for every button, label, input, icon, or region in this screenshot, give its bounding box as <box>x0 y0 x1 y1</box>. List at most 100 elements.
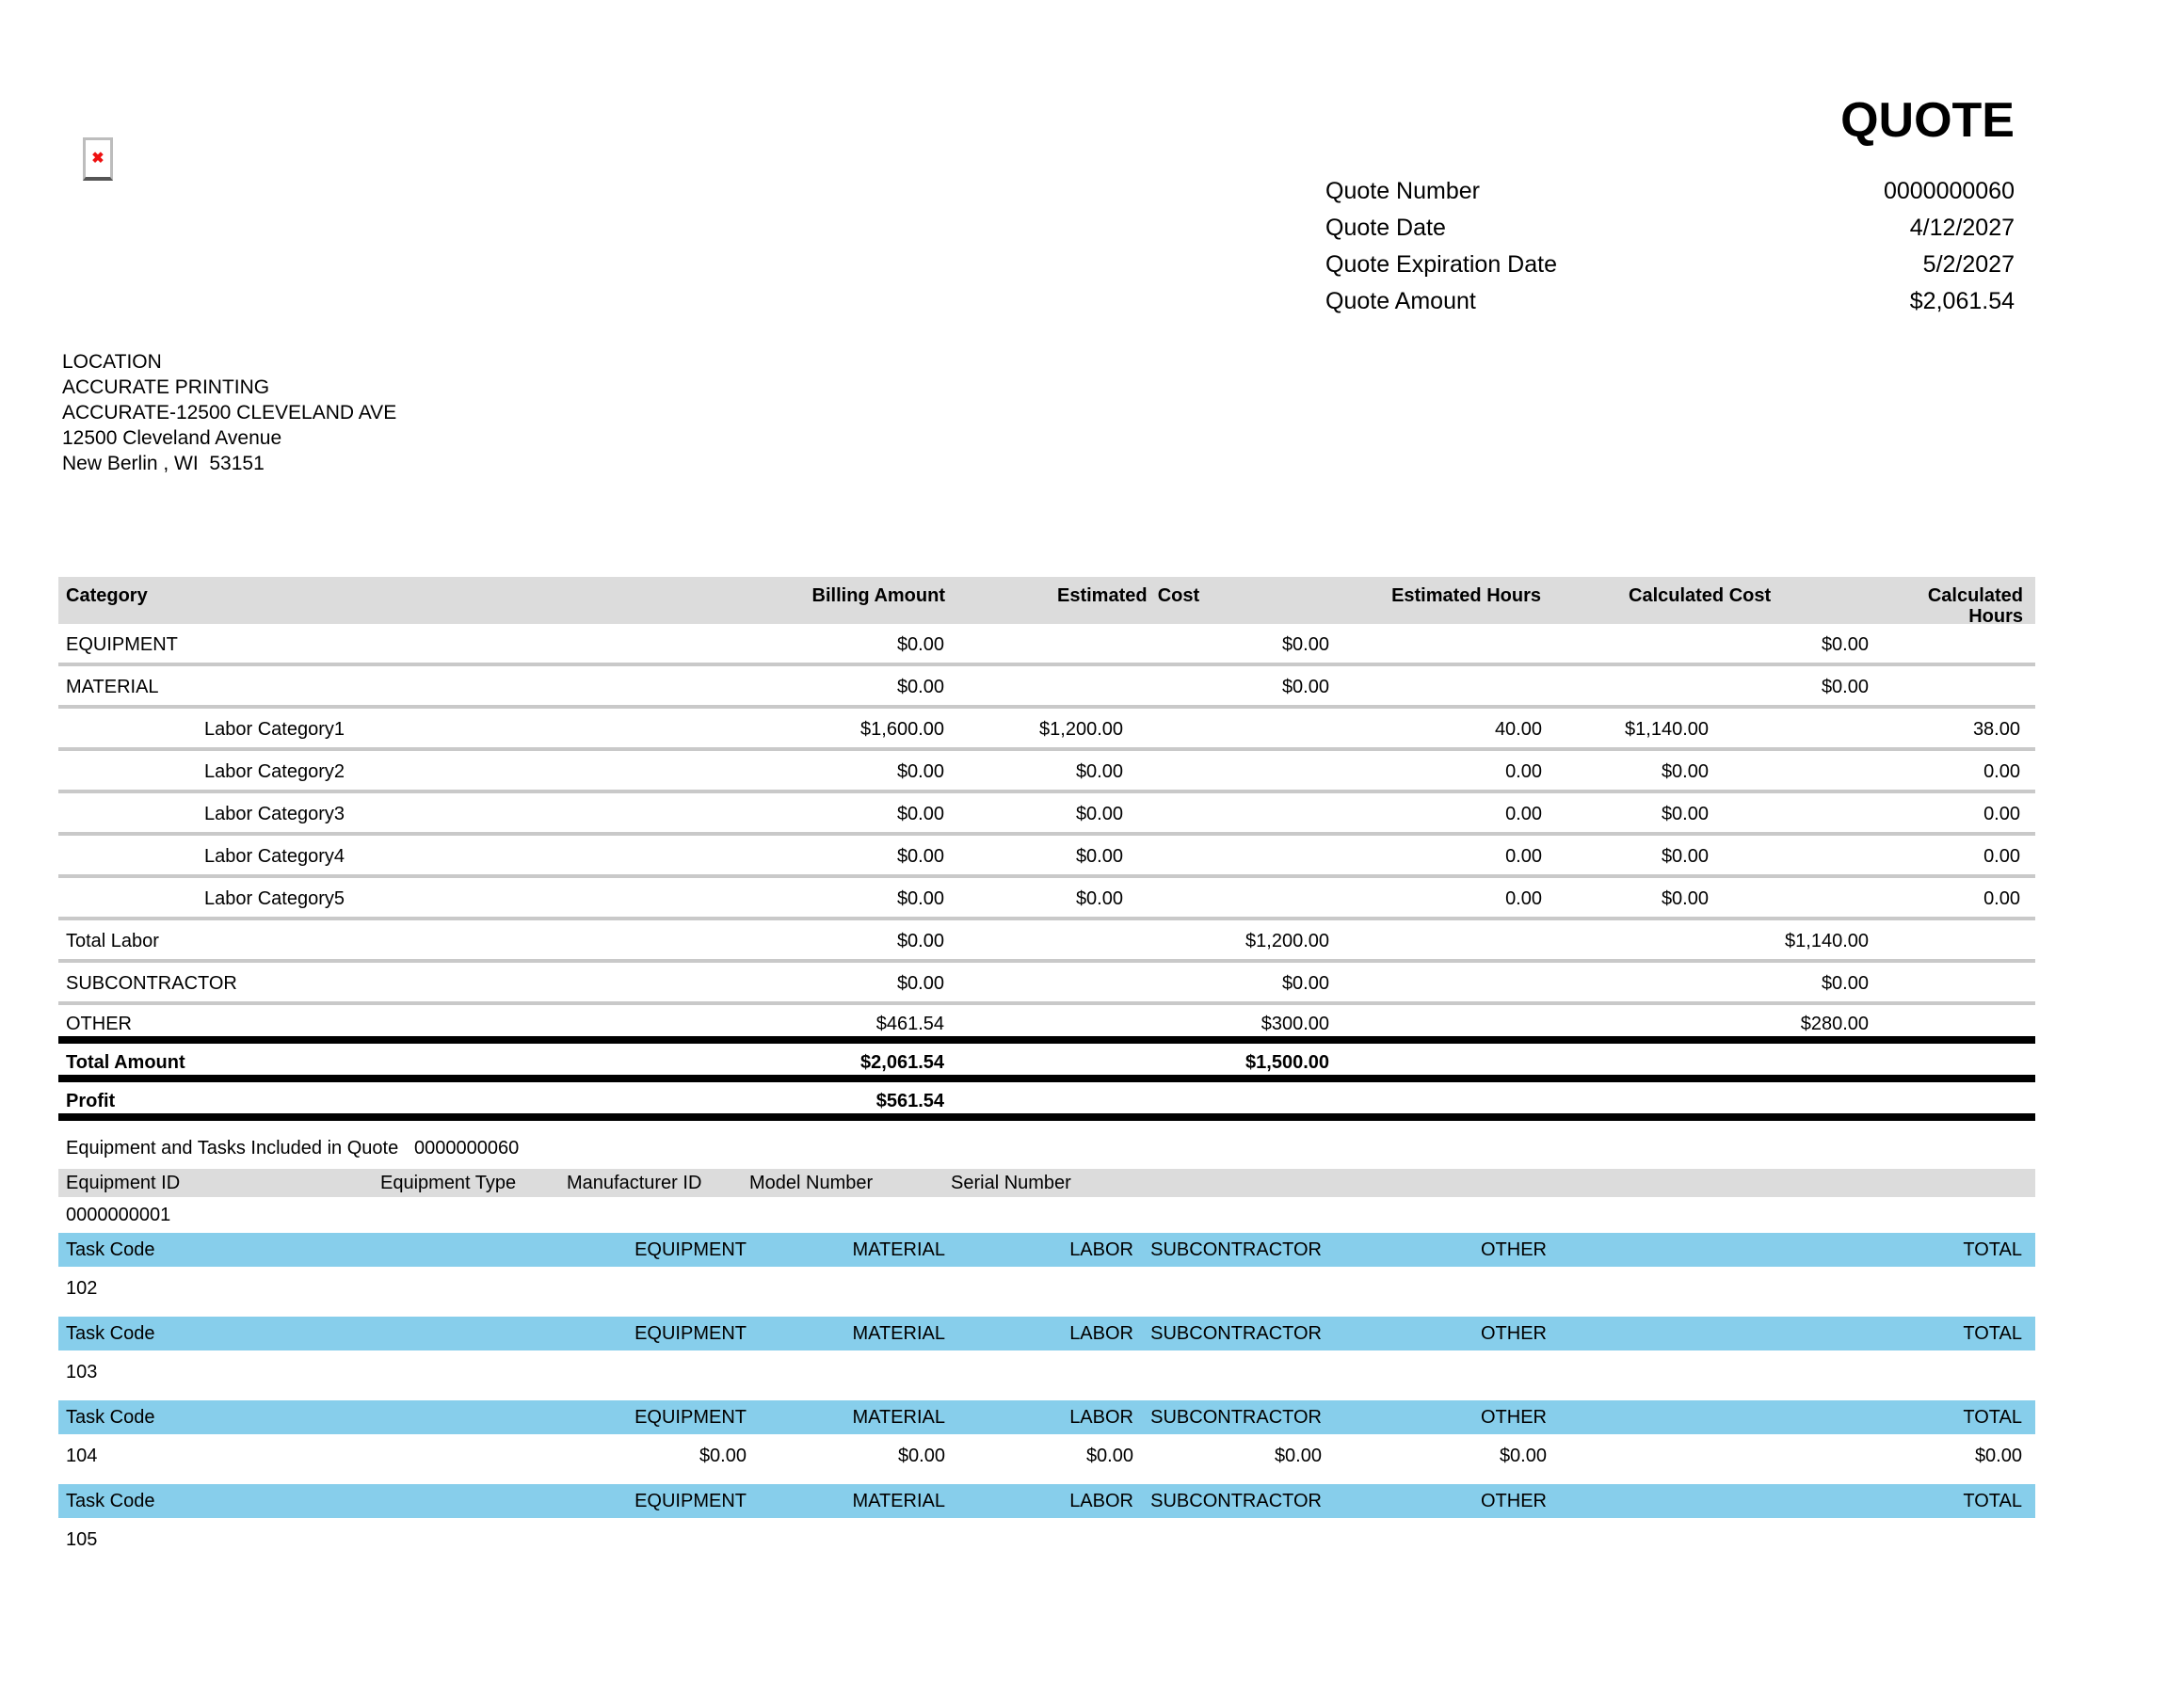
billing-amount-value: $0.00 <box>896 973 944 994</box>
task-column-subcontractor: SUBCONTRACTOR <box>1150 1239 1322 1260</box>
task-code-row: 103 <box>58 1350 2035 1400</box>
quote-expiration-row: Quote Expiration Date 5/2/2027 <box>1325 247 2015 283</box>
summary-row-labor-category-3: Labor Category3 $0.00 $0.00 0.00 $0.00 0… <box>58 793 2035 836</box>
calculated-cost-value: $0.00 <box>1821 677 1869 697</box>
task-column-subcontractor: SUBCONTRACTOR <box>1150 1323 1322 1344</box>
task-code-header-bar: Task Code EQUIPMENT MATERIAL LABOR SUBCO… <box>58 1484 2035 1518</box>
task-column-other: OTHER <box>1481 1407 1547 1428</box>
task-column-material: MATERIAL <box>852 1407 945 1428</box>
estimated-cost-value: $1,200.00 <box>1039 719 1123 740</box>
task-column-material: MATERIAL <box>852 1323 945 1344</box>
summary-row-labor-category-2: Labor Category2 $0.00 $0.00 0.00 $0.00 0… <box>58 751 2035 793</box>
summary-row-labor-category-4: Labor Category4 $0.00 $0.00 0.00 $0.00 0… <box>58 836 2035 878</box>
task-code-header-label: Task Code <box>66 1407 155 1428</box>
estimated-cost-value: $0.00 <box>1281 634 1329 655</box>
task-column-total: TOTAL <box>1963 1491 2022 1511</box>
billing-amount-value: $0.00 <box>896 804 944 824</box>
estimated-cost-value: $0.00 <box>1075 804 1123 824</box>
task-code-row: 102 <box>58 1267 2035 1317</box>
task-column-total: TOTAL <box>1963 1323 2022 1344</box>
equipment-table-header: Equipment ID Equipment Type Manufacturer… <box>58 1169 2035 1197</box>
task-subcontractor-amount: $0.00 <box>1274 1446 1322 1466</box>
location-heading: LOCATION <box>62 351 162 373</box>
category-label: EQUIPMENT <box>66 634 178 655</box>
estimated-cost-value: $1,500.00 <box>1245 1052 1329 1073</box>
category-label: Labor Category1 <box>204 719 345 740</box>
estimated-hours-value: 0.00 <box>1505 846 1542 867</box>
calculated-cost-value: $0.00 <box>1661 761 1709 782</box>
task-column-equipment: EQUIPMENT <box>634 1323 747 1344</box>
task-code-header-label: Task Code <box>66 1323 155 1344</box>
page-title: QUOTE <box>1840 93 2015 148</box>
column-header-calculated-cost: Calculated Cost <box>1629 585 1772 606</box>
column-header-model-number: Model Number <box>749 1173 874 1193</box>
task-code-value: 102 <box>66 1278 98 1299</box>
category-label: Labor Category2 <box>204 761 345 782</box>
task-column-equipment: EQUIPMENT <box>634 1491 747 1511</box>
task-total-amount: $0.00 <box>1974 1446 2022 1466</box>
task-code-header-label: Task Code <box>66 1239 155 1260</box>
task-column-other: OTHER <box>1481 1323 1547 1344</box>
estimated-cost-value: $0.00 <box>1281 973 1329 994</box>
task-code-value: 103 <box>66 1362 98 1382</box>
location-site: ACCURATE-12500 CLEVELAND AVE <box>62 402 397 424</box>
task-code-row: 105 <box>58 1518 2035 1568</box>
summary-row-labor-category-5: Labor Category5 $0.00 $0.00 0.00 $0.00 0… <box>58 878 2035 920</box>
section-title-text: Equipment and Tasks Included in Quote <box>66 1138 399 1159</box>
category-label: SUBCONTRACTOR <box>66 973 237 994</box>
task-column-subcontractor: SUBCONTRACTOR <box>1150 1407 1322 1428</box>
task-code-value: 104 <box>66 1446 98 1466</box>
calculated-cost-value: $0.00 <box>1661 804 1709 824</box>
calculated-hours-line1: Calculated <box>1927 585 2023 606</box>
report-body: Category Billing Amount Estimated Cost E… <box>58 577 2035 1568</box>
column-header-equipment-type: Equipment Type <box>380 1173 517 1193</box>
broken-image-icon: ✖ <box>83 137 113 181</box>
quote-date-label: Quote Date <box>1325 215 1446 241</box>
task-code-header-label: Task Code <box>66 1491 155 1511</box>
category-label: MATERIAL <box>66 677 159 697</box>
estimated-cost-value: $0.00 <box>1075 846 1123 867</box>
column-header-manufacturer-id: Manufacturer ID <box>567 1173 702 1193</box>
task-section-104: Task Code EQUIPMENT MATERIAL LABOR SUBCO… <box>58 1400 2035 1484</box>
category-label: Total Amount <box>66 1052 185 1073</box>
location-block: LOCATION ACCURATE PRINTING ACCURATE-1250… <box>62 349 396 476</box>
billing-amount-value: $461.54 <box>875 1014 944 1034</box>
category-label: Labor Category5 <box>204 888 345 909</box>
task-column-labor: LABOR <box>1069 1407 1133 1428</box>
summary-row-total-amount: Total Amount $2,061.54 $1,500.00 <box>58 1044 2035 1082</box>
task-equipment-amount: $0.00 <box>699 1446 747 1466</box>
location-city-state-zip: New Berlin , WI 53151 <box>62 453 265 474</box>
category-label: Labor Category3 <box>204 804 345 824</box>
billing-amount-value: $0.00 <box>896 846 944 867</box>
estimated-cost-value: $300.00 <box>1261 1014 1329 1034</box>
billing-amount-value: $0.00 <box>896 634 944 655</box>
quote-amount-row: Quote Amount $2,061.54 <box>1325 283 2015 320</box>
billing-amount-value: $2,061.54 <box>860 1052 944 1073</box>
task-code-header-bar: Task Code EQUIPMENT MATERIAL LABOR SUBCO… <box>58 1317 2035 1350</box>
task-column-subcontractor: SUBCONTRACTOR <box>1150 1491 1322 1511</box>
estimated-hours-value: 0.00 <box>1505 761 1542 782</box>
quote-date-row: Quote Date 4/12/2027 <box>1325 210 2015 247</box>
category-label: Profit <box>66 1091 116 1111</box>
summary-row-labor-category-1: Labor Category1 $1,600.00 $1,200.00 40.0… <box>58 709 2035 751</box>
task-column-total: TOTAL <box>1963 1407 2022 1428</box>
calculated-cost-value: $1,140.00 <box>1785 931 1869 951</box>
estimated-cost-value: $0.00 <box>1281 677 1329 697</box>
equipment-row: 0000000001 <box>58 1197 2035 1233</box>
location-company: ACCURATE PRINTING <box>62 376 270 398</box>
quote-date-value: 4/12/2027 <box>1909 215 2015 241</box>
estimated-hours-value: 0.00 <box>1505 888 1542 909</box>
task-code-header-bar: Task Code EQUIPMENT MATERIAL LABOR SUBCO… <box>58 1400 2035 1434</box>
quote-header: QUOTE Quote Number 0000000060 Quote Date… <box>1325 94 2015 320</box>
task-column-labor: LABOR <box>1069 1491 1133 1511</box>
calculated-hours-value: 0.00 <box>1983 846 2020 867</box>
task-column-material: MATERIAL <box>852 1239 945 1260</box>
calculated-hours-value: 0.00 <box>1983 888 2020 909</box>
summary-row-material: MATERIAL $0.00 $0.00 $0.00 <box>58 666 2035 709</box>
task-section-102: Task Code EQUIPMENT MATERIAL LABOR SUBCO… <box>58 1233 2035 1317</box>
estimated-cost-value: $1,200.00 <box>1245 931 1329 951</box>
task-material-amount: $0.00 <box>897 1446 945 1466</box>
task-column-total: TOTAL <box>1963 1239 2022 1260</box>
summary-row-other: OTHER $461.54 $300.00 $280.00 <box>58 1005 2035 1044</box>
